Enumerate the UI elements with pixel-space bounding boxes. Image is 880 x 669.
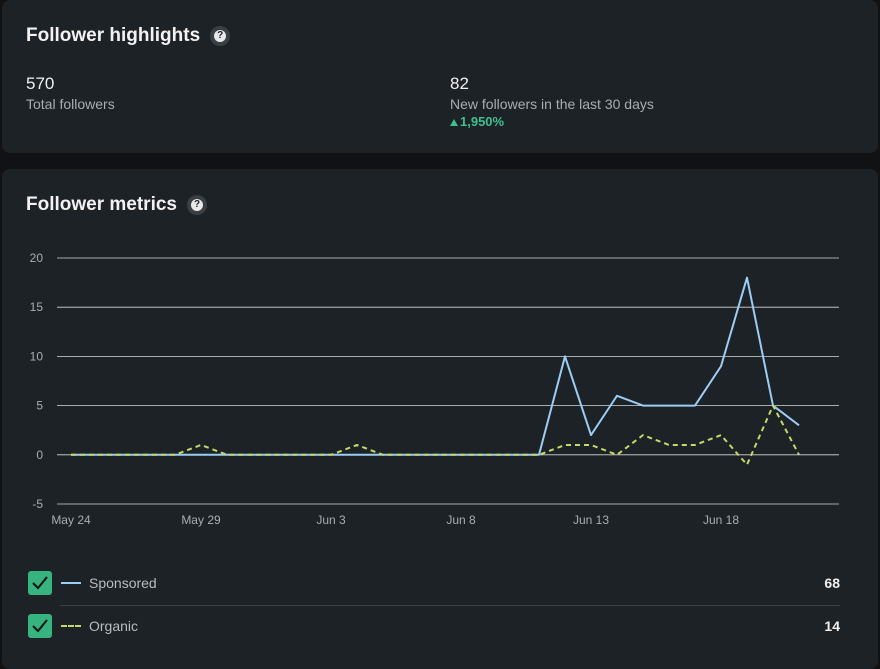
total-followers-stat: 570 Total followers: [26, 74, 115, 114]
highlights-title-text: Follower highlights: [26, 25, 201, 46]
series-line-sponsored: [71, 276, 800, 456]
x-tick-label: Jun 3: [316, 513, 346, 527]
series-line-organic: [71, 404, 800, 466]
solid-line-swatch-icon: [61, 582, 81, 584]
new-followers-stat: 82 New followers in the last 30 days 1,9…: [450, 74, 654, 130]
highlights-title: Follower highlights ?: [26, 25, 231, 47]
y-tick-label: 0: [36, 448, 43, 462]
legend-item-organic[interactable]: Organic 14: [28, 613, 840, 639]
total-followers-label: Total followers: [26, 96, 115, 112]
organic-checkbox[interactable]: [28, 614, 52, 638]
metrics-title-text: Follower metrics: [26, 194, 177, 215]
legend-value-sponsored: 68: [824, 575, 840, 591]
legend-item-sponsored[interactable]: Sponsored 68: [28, 570, 840, 596]
arrow-up-icon: [450, 118, 458, 126]
y-tick-label: -5: [32, 497, 43, 511]
legend-label-organic: Organic: [89, 618, 139, 634]
new-followers-label: New followers in the last 30 days: [450, 96, 654, 112]
legend-divider: [60, 605, 840, 606]
legend-value-organic: 14: [824, 618, 840, 634]
legend-label-sponsored: Sponsored: [89, 575, 157, 591]
sponsored-checkbox[interactable]: [28, 571, 52, 595]
follower-metrics-chart: 20 15 10 5 0 -5 May 24 May 29 Jun 3 Jun 8 Jun 13 Ju…: [30, 251, 839, 527]
dashed-line-swatch-icon: [61, 625, 81, 627]
x-tick-label: May 29: [181, 513, 221, 527]
new-followers-change: 1,950%: [450, 114, 654, 130]
follower-metrics-card: Follower metrics ?: [2, 169, 878, 669]
metrics-title: Follower metrics ?: [26, 194, 207, 216]
y-tick-label: 15: [30, 300, 44, 314]
total-followers-value: 570: [26, 74, 55, 93]
x-tick-label: Jun 8: [446, 513, 476, 527]
help-icon[interactable]: ?: [210, 26, 231, 46]
new-followers-value: 82: [450, 74, 469, 93]
y-tick-label: 10: [30, 349, 44, 363]
help-icon[interactable]: ?: [187, 195, 207, 215]
x-tick-label: Jun 13: [573, 513, 609, 527]
y-tick-label: 5: [36, 399, 43, 413]
x-tick-label: Jun 18: [703, 513, 739, 527]
y-tick-label: 20: [30, 251, 44, 265]
x-tick-label: May 24: [51, 513, 91, 527]
change-percent: 1,950%: [460, 114, 505, 129]
follower-highlights-card: Follower highlights ? 570 Total follower…: [2, 0, 878, 153]
